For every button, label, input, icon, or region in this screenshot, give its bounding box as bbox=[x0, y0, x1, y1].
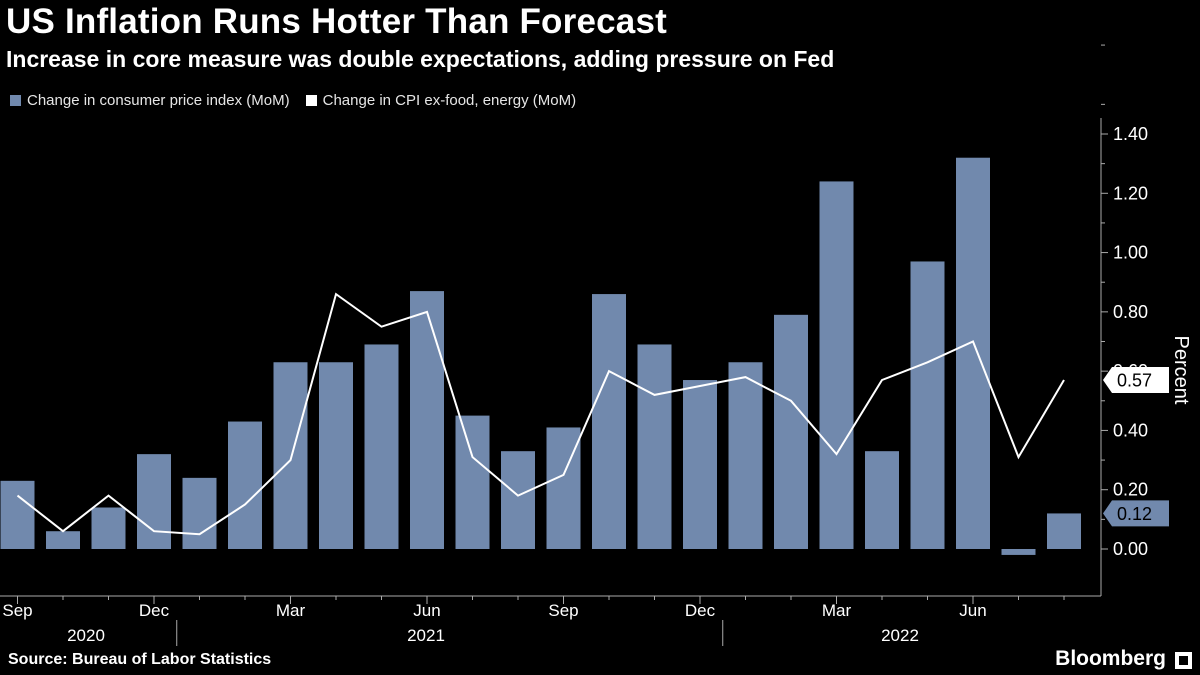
legend: Change in consumer price index (MoM) Cha… bbox=[10, 92, 592, 109]
bar bbox=[455, 415, 490, 549]
bar bbox=[228, 421, 262, 549]
year-label: 2020 bbox=[67, 626, 105, 645]
bar bbox=[910, 261, 945, 549]
x-tick-label: Sep bbox=[2, 601, 32, 620]
year-label: 2021 bbox=[407, 626, 445, 645]
source-note: Source: Bureau of Labor Statistics bbox=[8, 651, 272, 668]
y-tick-label: 0.20 bbox=[1113, 480, 1148, 500]
bar bbox=[364, 344, 399, 549]
y-axis-label: Percent bbox=[1170, 336, 1192, 405]
bar bbox=[774, 314, 808, 549]
legend-item-core: Change in CPI ex-food, energy (MoM) bbox=[305, 92, 577, 109]
x-tick-label: Dec bbox=[139, 601, 170, 620]
x-tick-label: Dec bbox=[685, 601, 716, 620]
core-cpi-line bbox=[16, 292, 1065, 536]
legend-label-core: Change in CPI ex-food, energy (MoM) bbox=[322, 92, 577, 109]
x-tick-label: Mar bbox=[276, 601, 306, 620]
value-callout-label: 0.57 bbox=[1117, 371, 1152, 391]
legend-swatch-core bbox=[305, 95, 317, 106]
bar bbox=[501, 451, 535, 549]
y-tick-label: 0.80 bbox=[1113, 302, 1148, 322]
year-label: 2022 bbox=[881, 626, 919, 645]
bar bbox=[46, 531, 80, 549]
y-tick-label: 0.40 bbox=[1113, 420, 1148, 440]
bar bbox=[592, 294, 626, 549]
legend-item-cpi: Change in consumer price index (MoM) bbox=[10, 92, 290, 109]
chart-title: US Inflation Runs Hotter Than Forecast bbox=[6, 2, 667, 41]
bar bbox=[273, 362, 308, 549]
bar bbox=[1047, 513, 1081, 549]
x-tick-label: Jun bbox=[413, 601, 440, 620]
value-callout bbox=[1103, 500, 1169, 527]
bar bbox=[91, 507, 126, 549]
value-callout bbox=[1103, 367, 1169, 394]
x-tick-label: Sep bbox=[548, 601, 578, 620]
bar bbox=[1001, 549, 1036, 555]
bar bbox=[637, 344, 672, 549]
y-tick-label: 1.00 bbox=[1113, 243, 1148, 263]
legend-swatch-cpi bbox=[10, 95, 21, 106]
x-tick-label: Jun bbox=[959, 601, 986, 620]
y-tick-label: 1.20 bbox=[1113, 183, 1148, 203]
bar bbox=[319, 362, 353, 549]
bar bbox=[0, 480, 35, 549]
brand-icon bbox=[1175, 652, 1192, 669]
chart-subtitle: Increase in core measure was double expe… bbox=[6, 46, 835, 72]
bar bbox=[137, 454, 171, 549]
x-tick-label: Mar bbox=[822, 601, 852, 620]
value-callout-label: 0.12 bbox=[1117, 504, 1152, 524]
bar bbox=[956, 157, 990, 549]
brand-logo: Bloomberg bbox=[1055, 647, 1166, 670]
y-tick-label: 0.00 bbox=[1113, 539, 1148, 559]
y-tick-label: 1.40 bbox=[1113, 124, 1148, 144]
bar bbox=[182, 477, 217, 549]
bar bbox=[865, 451, 899, 549]
bar bbox=[410, 291, 444, 549]
bar bbox=[819, 181, 854, 549]
bar bbox=[728, 362, 763, 549]
bar bbox=[683, 380, 717, 549]
legend-label-cpi: Change in consumer price index (MoM) bbox=[27, 92, 290, 109]
